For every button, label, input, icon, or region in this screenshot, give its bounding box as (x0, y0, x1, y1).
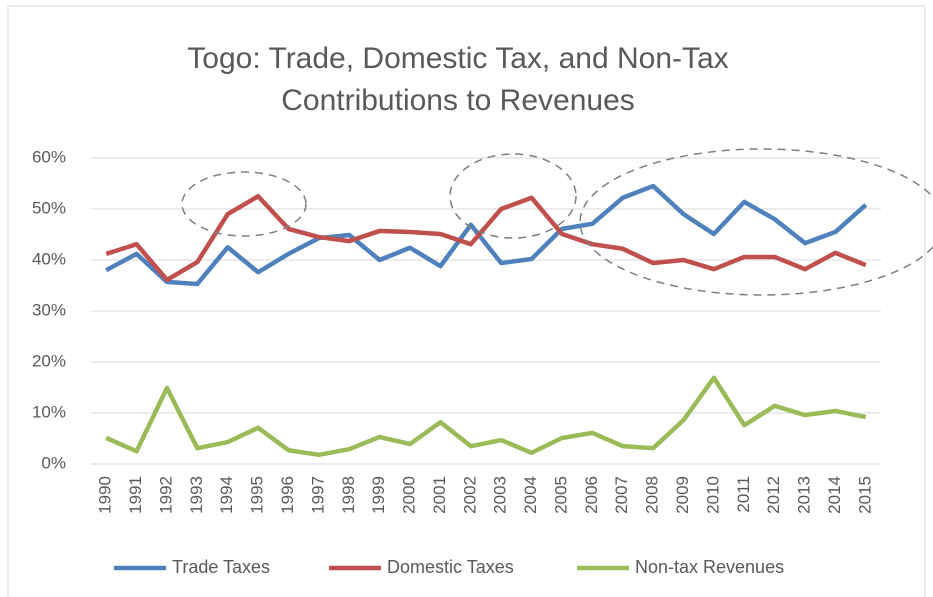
plot-area: 0% 10% 20% 30% 40% 50% 60% 1990 1991 1992 1993 1994… (32, 147, 881, 577)
y-tick-label: 10% (32, 402, 66, 421)
x-tick-label: 2007 (612, 476, 631, 514)
y-tick-label: 20% (32, 351, 66, 370)
x-tick-label: 2005 (551, 476, 570, 514)
x-tick-label: 1995 (248, 476, 267, 514)
y-tick-label: 30% (32, 300, 66, 319)
x-tick-label: 2003 (491, 476, 510, 514)
y-tick-label: 0% (41, 453, 66, 472)
legend-label: Trade Taxes (172, 557, 270, 577)
chart-title: Togo: Trade, Domestic Tax, and Non-Tax (187, 42, 728, 75)
annotations (181, 148, 933, 296)
x-tick-label: 2000 (400, 476, 419, 514)
x-tick-label: 1990 (96, 476, 115, 514)
x-tick-label: 1992 (156, 476, 175, 514)
y-tick-label: 40% (32, 249, 66, 268)
x-tick-label: 2008 (643, 476, 662, 514)
x-tick-label: 2010 (703, 476, 722, 514)
y-tick-label: 60% (32, 147, 66, 166)
x-tick-label: 1993 (187, 476, 206, 514)
x-tick-label: 2004 (521, 476, 540, 514)
x-tick-label: 2011 (734, 476, 753, 513)
x-tick-label: 1999 (369, 476, 388, 514)
y-tick-label: 50% (32, 198, 66, 217)
x-tick-label: 2015 (855, 476, 874, 514)
legend-label: Domestic Taxes (387, 557, 514, 577)
series-line (105, 375, 867, 458)
series-line (105, 183, 868, 287)
x-tick-label: 1996 (278, 476, 297, 514)
x-tick-label: 1998 (339, 476, 358, 514)
chart-title: Contributions to Revenues (281, 84, 635, 117)
x-tick-label: 2001 (430, 476, 449, 514)
highlight-ellipse (449, 153, 577, 239)
x-tick-label: 2009 (673, 476, 692, 514)
highlight-ellipse (181, 171, 307, 237)
legend-label: Non-tax Revenues (635, 557, 784, 577)
x-tick-label: 1991 (126, 476, 145, 514)
highlight-ellipse (579, 148, 933, 296)
x-tick-label: 2013 (795, 476, 814, 514)
x-tick-label: 2012 (764, 476, 783, 514)
series-line (105, 194, 867, 283)
x-tick-label: 1994 (217, 476, 236, 514)
chart-frame (7, 5, 926, 597)
x-tick-label: 2006 (582, 476, 601, 514)
x-tick-label: 2014 (825, 476, 844, 514)
x-tick-label: 2002 (460, 476, 479, 514)
x-tick-label: 1997 (308, 476, 327, 514)
